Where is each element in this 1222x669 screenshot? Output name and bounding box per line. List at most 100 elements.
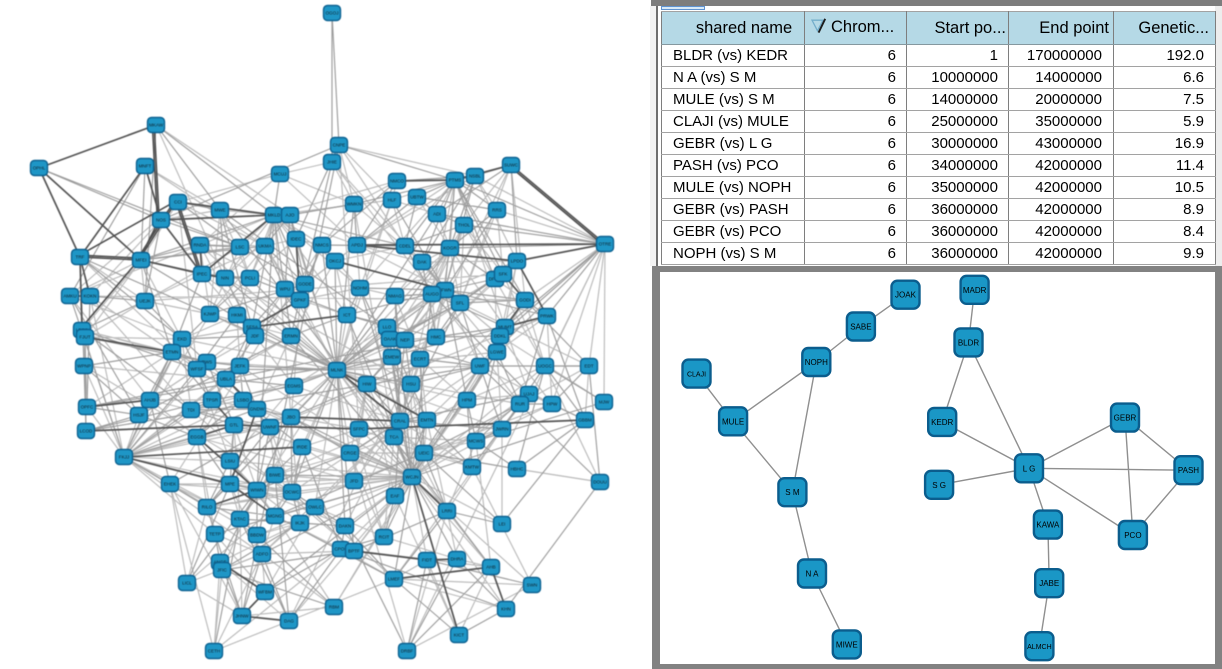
svg-text:LEI: LEI [499,522,506,527]
svg-text:HBHC: HBHC [510,467,524,472]
svg-text:LCOD: LCOD [80,429,93,434]
svg-text:WPNP: WPNP [77,364,91,369]
svg-text:EGGB: EGGB [190,435,203,440]
svg-text:GBBM: GBBM [578,418,592,423]
svg-text:CRAL: CRAL [394,419,407,424]
svg-text:RBM: RBM [329,605,339,610]
svg-text:EKD: EKD [177,337,187,342]
svg-text:NEP: NEP [400,338,409,343]
svg-text:PCLI: PCLI [245,276,255,281]
svg-text:UEJK: UEJK [139,299,152,304]
svg-text:DOUU: DOUU [593,480,607,485]
svg-text:KEDR: KEDR [931,417,953,426]
svg-text:OPHL: OPHL [33,166,46,171]
svg-text:HPM: HPM [462,398,472,403]
svg-text:ADFO: ADFO [256,552,269,557]
svg-text:AJO: AJO [286,213,295,218]
svg-text:EHEK: EHEK [164,482,177,487]
svg-text:GNDW: GNDW [250,407,265,412]
svg-text:SUWC: SUWC [504,163,519,168]
svg-text:TRF: TRF [76,255,85,260]
svg-text:JBO: JBO [287,415,296,420]
svg-text:DDKL: DDKL [494,334,507,339]
svg-text:JWRN: JWRN [495,427,508,432]
svg-text:HKMI: HKMI [231,313,242,318]
svg-text:KTAC: KTAC [234,517,247,522]
svg-text:AMKU: AMKU [63,294,76,299]
svg-text:FIDT: FIDT [422,558,432,563]
svg-text:JFIC: JFIC [217,568,227,573]
svg-text:TPSR: TPSR [206,398,219,403]
svg-text:IRDE: IRDE [297,445,308,450]
svg-text:MCWS: MCWS [469,439,484,444]
svg-text:APDJ: APDJ [351,243,363,248]
svg-text:UEIC: UEIC [419,451,431,456]
svg-text:RRS: RRS [492,208,502,213]
svg-text:OGOJ: OGOJ [325,11,338,16]
svg-text:TCA: TCA [389,435,399,440]
svg-text:CCI: CCI [174,200,182,205]
svg-text:JHNW: JHNW [235,614,249,619]
svg-text:TETP: TETP [209,532,221,537]
svg-text:MKLD: MKLD [268,213,281,218]
svg-text:OAAK: OAAK [384,337,398,342]
svg-text:SFSA: SFSA [246,325,259,330]
svg-text:LLO: LLO [383,325,392,330]
svg-text:HSU: HSU [406,382,416,387]
svg-text:SFK: SFK [499,272,509,277]
svg-text:NSBL: NSBL [469,174,481,179]
svg-text:NOHM: NOHM [353,286,367,291]
svg-text:UWF: UWF [475,364,486,369]
svg-text:NMCS: NMCS [315,243,329,248]
svg-text:SFL: SFL [456,301,465,306]
svg-text:JFD: JFD [350,479,359,484]
svg-text:ETMN: ETMN [165,350,178,355]
svg-text:CNPE: CNPE [333,143,346,148]
svg-text:EDT: EDT [584,364,593,369]
svg-text:SABE: SABE [850,322,871,331]
svg-text:WCJN: WCJN [405,475,418,480]
svg-text:LGWE: LGWE [490,350,504,355]
svg-text:THOL: THOL [458,223,471,228]
svg-text:MJW: MJW [599,400,610,405]
svg-text:LSIU: LSIU [225,459,235,464]
svg-text:UKMA: UKMA [258,244,272,249]
svg-text:GPKF: GPKF [294,298,307,303]
svg-text:HSJF: HSJF [133,413,145,418]
svg-text:KOGR: KOGR [443,246,457,251]
svg-text:KAWA: KAWA [1036,520,1060,529]
svg-text:UJAJ: UJAJ [524,392,535,397]
svg-text:TDI: TDI [187,408,194,413]
svg-text:BPTF: BPTF [348,549,360,554]
svg-text:CPOR: CPOR [334,547,348,552]
svg-text:SFPC: SFPC [353,427,366,432]
svg-text:MADR: MADR [963,285,987,294]
svg-text:FFWN: FFWN [438,288,451,293]
svg-text:DAKN: DAKN [339,524,352,529]
svg-text:JOAK: JOAK [895,290,917,299]
svg-text:PRWK: PRWK [540,314,555,319]
svg-text:MLNK: MLNK [331,368,345,373]
svg-text:ERMN: ERMN [284,334,298,339]
svg-text:ECRT: ECRT [414,357,427,362]
svg-text:S G: S G [932,480,946,489]
svg-text:PASH: PASH [1178,466,1199,475]
svg-text:HLF: HLF [388,198,397,203]
svg-text:CDEL: CDEL [399,244,412,249]
svg-text:RNDA: RNDA [193,243,207,248]
svg-text:KJWP: KJWP [204,312,217,317]
svg-text:PWS: PWS [202,360,212,365]
svg-text:IDEC: IDEC [291,237,303,242]
svg-text:GODI: GODI [519,298,531,303]
svg-text:MNFT: MNFT [139,164,152,169]
svg-text:KMTW: KMTW [465,465,480,470]
svg-text:AUGO: AUGO [425,292,439,297]
svg-text:RILO: RILO [202,505,213,510]
svg-text:IPEC: IPEC [197,272,208,277]
svg-text:EMEW: EMEW [385,355,400,360]
svg-text:OPFC: OPFC [81,405,94,410]
svg-text:DRBF: DRBF [401,649,414,654]
svg-text:LPDO: LPDO [511,259,524,264]
svg-text:SWN: SWN [527,583,538,588]
svg-text:MUMT: MUMT [498,325,512,330]
